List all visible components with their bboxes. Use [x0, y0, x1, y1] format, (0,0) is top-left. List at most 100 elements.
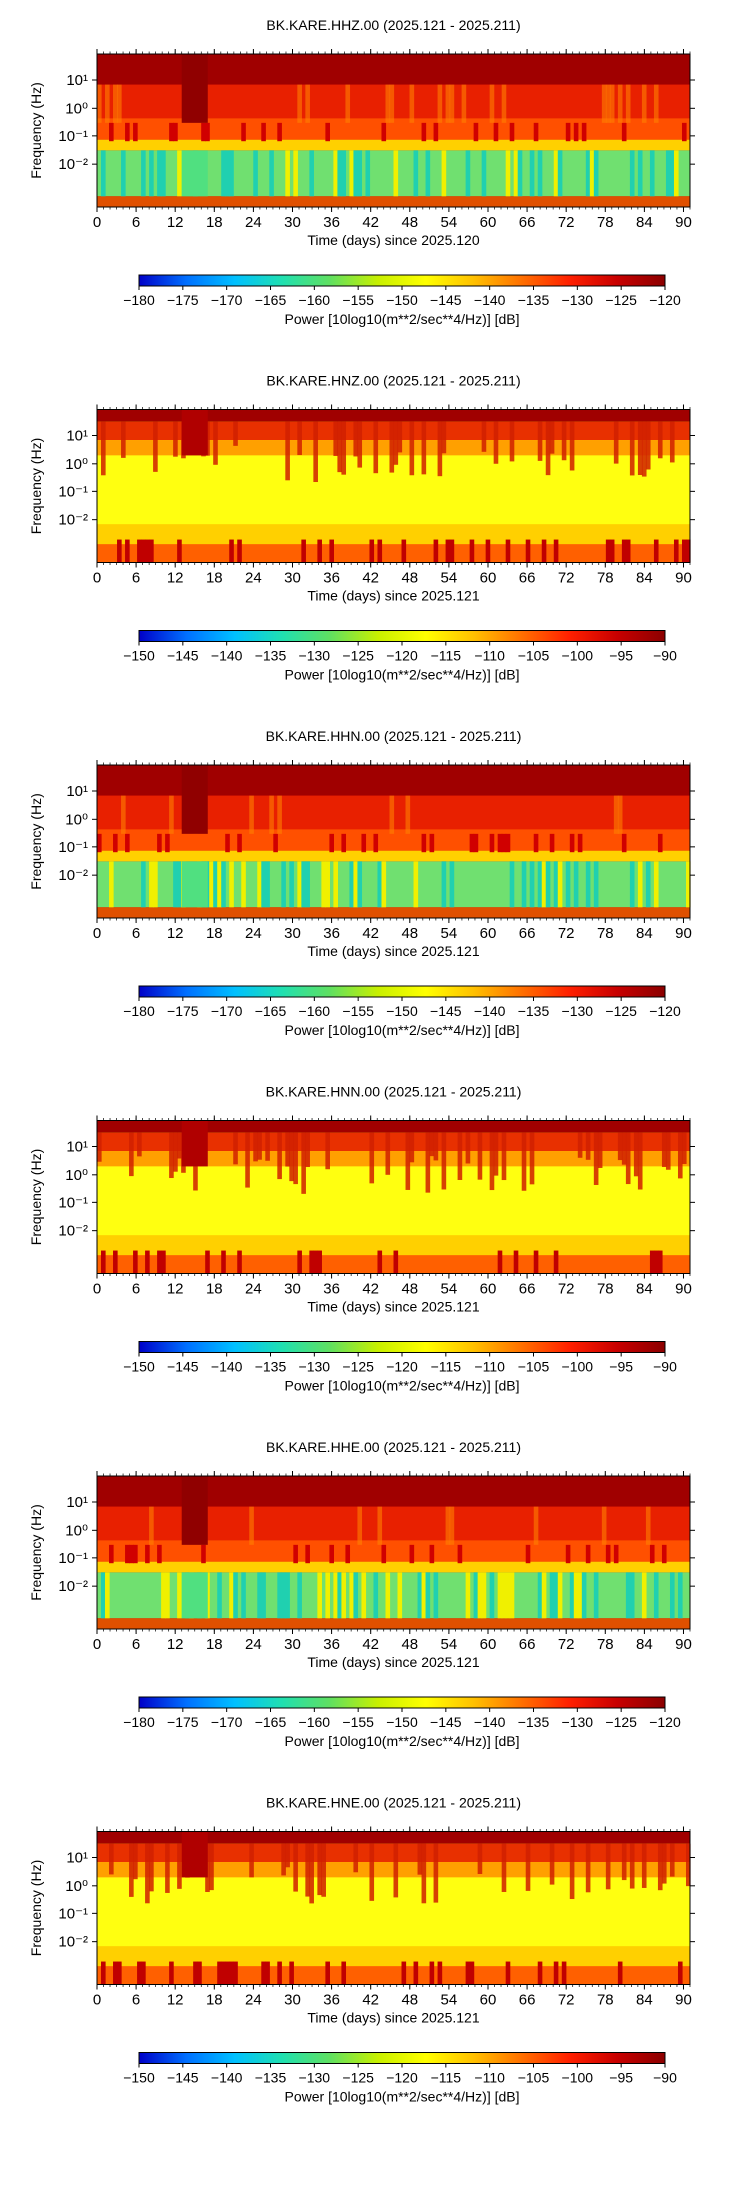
x-tick-label: 0 — [93, 925, 101, 942]
colorbar-tick-label: −155 — [342, 1714, 374, 1730]
x-tick-label: 54 — [441, 570, 458, 587]
heatmap-column — [593, 861, 599, 908]
heatmap-column — [113, 833, 118, 853]
spectrogram-panel: BK.KARE.HHE.00 (2025.121 - 2025.211) 0 6 12… — [28, 1439, 695, 1749]
colorbar-tick-label: −155 — [342, 292, 374, 308]
heatmap-column — [161, 1250, 166, 1274]
heatmap-column — [149, 150, 154, 197]
heatmap-column — [229, 150, 234, 197]
heatmap-column — [553, 1572, 559, 1619]
x-tick-label: 60 — [480, 570, 497, 587]
heatmap-column — [445, 84, 451, 123]
heatmap-column — [441, 421, 447, 454]
x-tick-label: 84 — [636, 570, 653, 587]
heatmap-column — [401, 1961, 407, 1985]
heatmap-column — [409, 421, 415, 476]
heatmap-column — [505, 1961, 511, 1985]
heatmap-column — [605, 539, 611, 563]
heatmap-column — [569, 833, 575, 853]
heatmap-column — [685, 1843, 691, 1887]
colorbar-tick-label: −170 — [211, 1003, 243, 1019]
heatmap-column — [613, 421, 619, 464]
x-tick-label: 66 — [519, 1992, 536, 2009]
x-tick-label: 42 — [362, 1636, 379, 1653]
heatmap-column — [641, 1572, 647, 1619]
x-tick-label: 66 — [519, 1636, 536, 1653]
x-tick-label: 0 — [93, 1281, 101, 1298]
heatmap-column — [353, 150, 359, 197]
heatmap-column — [377, 539, 383, 563]
heatmap-column — [617, 1961, 623, 1985]
x-tick-label: 66 — [519, 925, 536, 942]
heatmap-column — [301, 861, 306, 908]
heatmap-column — [341, 421, 347, 475]
heatmap-column — [441, 150, 447, 197]
heatmap-gap — [181, 54, 208, 123]
x-tick-label: 0 — [93, 1636, 101, 1653]
heatmap-column — [137, 539, 142, 563]
heatmap-column — [357, 150, 363, 197]
x-tick-label: 18 — [206, 214, 223, 231]
heatmap-column — [653, 84, 659, 123]
heatmap-column — [257, 1132, 262, 1160]
heatmap-column — [529, 150, 535, 197]
heatmap-column — [341, 1572, 347, 1619]
heatmap-column — [285, 1132, 290, 1167]
heatmap-column — [637, 861, 643, 908]
heatmap-column — [325, 1572, 330, 1619]
heatmap-column — [165, 833, 170, 853]
heatmap-column — [597, 1132, 603, 1168]
colorbar-tick-label: −160 — [299, 1714, 331, 1730]
heatmap-column — [661, 1544, 667, 1564]
heatmap-column — [217, 861, 222, 908]
colorbar-tick-label: −145 — [167, 2070, 199, 2086]
heatmap-gap — [181, 1831, 208, 1878]
heatmap-column — [401, 539, 407, 563]
x-axis-label: Time (days) since 2025.121 — [307, 1654, 479, 1670]
heatmap-column — [145, 1544, 150, 1564]
colorbar-tick-label: −90 — [653, 1359, 677, 1375]
heatmap-column — [545, 421, 551, 476]
heatmap-column — [237, 1250, 242, 1274]
heatmap-column — [101, 1961, 106, 1985]
heatmap-column — [481, 421, 487, 452]
heatmap — [97, 1476, 690, 1629]
x-tick-label: 60 — [480, 1281, 497, 1298]
colorbar-tick-label: −170 — [211, 1714, 243, 1730]
heatmap-column — [509, 1572, 515, 1619]
heatmap-column — [457, 1544, 463, 1564]
x-tick-label: 18 — [206, 570, 223, 587]
heatmap-column — [105, 1572, 110, 1619]
heatmap-column — [129, 1544, 134, 1564]
heatmap-column — [233, 1961, 238, 1985]
heatmap-column — [685, 539, 691, 563]
heatmap-column — [525, 539, 531, 563]
heatmap-column — [153, 421, 158, 472]
heatmap-column — [129, 1843, 134, 1897]
heatmap-column — [573, 861, 579, 908]
x-tick-label: 48 — [401, 1636, 418, 1653]
heatmap-column — [593, 1572, 599, 1619]
heatmap-column — [477, 1132, 483, 1180]
heatmap-column — [397, 421, 403, 453]
heatmap-column — [433, 122, 439, 142]
heatmap-column — [177, 861, 182, 908]
heatmap-column — [285, 421, 290, 481]
x-tick-label: 30 — [284, 925, 301, 942]
x-tick-label: 24 — [245, 214, 262, 231]
heatmap-column — [409, 1132, 415, 1163]
colorbar-tick-label: −130 — [299, 1359, 331, 1375]
heatmap-column — [429, 1544, 435, 1564]
heatmap-column — [293, 150, 298, 197]
heatmap-column — [641, 1843, 647, 1888]
heatmap-column — [153, 861, 158, 908]
chart-title: BK.KARE.HNZ.00 (2025.121 - 2025.211) — [266, 373, 520, 389]
heatmap-column — [221, 150, 226, 197]
y-tick-label: 10⁻¹ — [58, 483, 88, 500]
heatmap-column — [413, 1961, 419, 1985]
x-tick-label: 84 — [636, 214, 653, 231]
colorbar-tick-label: −140 — [211, 1359, 243, 1375]
heatmap-column — [473, 833, 479, 853]
colorbar-tick-label: −155 — [342, 1003, 374, 1019]
